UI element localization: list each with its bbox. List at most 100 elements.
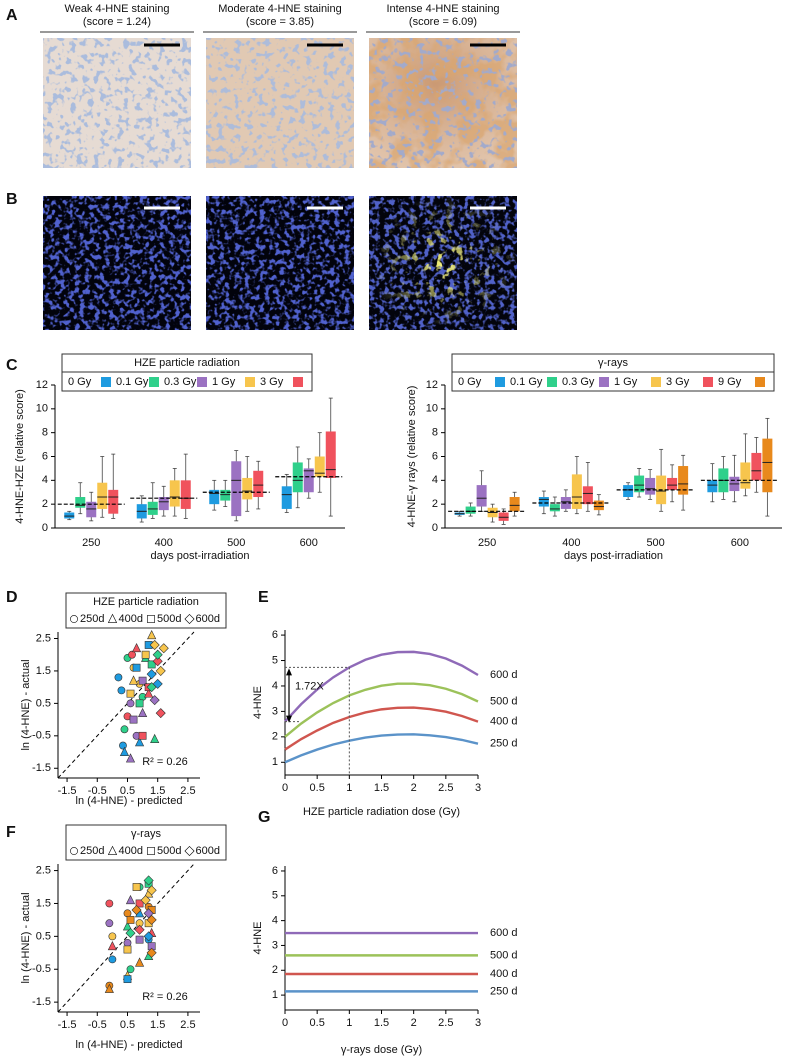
legend-label: 600d [196,613,220,625]
legend-label: 0.1 Gy [510,376,543,388]
x-axis-label: HZE particle radiation dose (Gy) [303,806,460,818]
point [123,975,132,984]
box [281,486,292,509]
legend-label: 9 Gy [718,376,742,388]
legend-label: 250d [80,845,104,857]
panel-label: G [258,809,270,826]
box [108,489,119,514]
point [146,682,157,693]
identity-line [57,863,195,1013]
if-image [369,196,517,330]
image-texture [206,196,354,330]
point [107,940,117,951]
y-tick-label: 2 [272,964,278,976]
image-texture [206,38,354,168]
box [582,486,593,505]
legend-label: 400d [119,613,143,625]
point [146,947,157,958]
panel-label: A [6,7,18,24]
legend-label: 0.3 Gy [164,376,197,388]
x-tick-label: -0.5 [88,1019,107,1031]
box [762,438,773,493]
x-tick-label: 500 [227,537,245,549]
point [126,916,135,924]
point [149,695,160,706]
point [126,699,135,708]
point [123,945,132,954]
box [549,504,560,512]
legend-symbol [184,845,195,857]
panel-label: F [6,824,16,841]
x-tick-label: 0 [282,782,288,794]
box [325,431,336,478]
series-label: 250 d [490,738,518,750]
x-tick-label: 500 [646,537,664,549]
x-axis-label: days post-irradiation [564,550,663,562]
point [131,642,142,653]
line [284,682,479,738]
legend-label: 0.3 Gy [562,376,595,388]
legend-label: 1 Gy [212,376,236,388]
point [150,733,160,743]
point [155,708,166,719]
box [180,480,191,509]
legend-label: 400d [119,845,143,857]
legend-box [65,824,227,861]
line [284,706,479,751]
box [169,480,180,507]
y-tick-label: -1.5 [32,996,51,1008]
y-tick-label: 6 [272,629,278,641]
y-tick-label: -0.5 [32,730,51,742]
y-tick-label: 1 [272,989,278,1001]
point [138,731,147,740]
y-tick-label: 8 [432,427,438,439]
point [123,909,132,918]
point [128,675,139,685]
box [220,489,231,501]
x-tick-label: 400 [562,537,580,549]
image-subtitle: (score = 3.85) [246,16,314,28]
line [284,733,479,764]
box [667,477,678,490]
box [147,501,158,515]
y-tick-label: 2 [272,731,278,743]
x-tick-label: 600 [731,537,749,549]
point [131,905,142,916]
point [128,650,136,659]
box [242,477,253,500]
x-tick-label: -0.5 [88,785,107,797]
legend-label: 0 Gy [68,376,92,388]
legend-swatch [101,377,111,387]
image-texture [369,196,517,330]
y-tick-label: 4 [272,680,278,692]
x-tick-label: 0.5 [310,1017,325,1029]
box [158,497,169,511]
image-texture [43,196,191,330]
image-title: Weak 4-HNE staining [65,3,170,15]
x-tick-label: 2.5 [180,785,195,797]
y-tick-label: 5 [272,654,278,666]
series-label: 600 d [490,669,518,681]
point [105,919,114,928]
legend-symbol [70,615,78,623]
x-tick-label: -1.5 [58,1019,77,1031]
x-tick-label: 600 [300,537,318,549]
y-tick-label: 12 [36,379,48,391]
box [75,497,86,508]
box [476,485,487,507]
y-tick-label: 10 [36,403,48,415]
x-tick-label: 0 [282,1017,288,1029]
y-tick-label: 6 [272,865,278,877]
point [138,707,148,718]
x-tick-label: 2 [411,1017,417,1029]
point [134,957,145,967]
point [138,676,147,685]
y-tick-label: 6 [42,450,48,462]
legend-symbol [147,847,155,855]
series-label: 500 d [490,695,518,707]
box [231,461,242,517]
y-tick-label: 0 [42,522,48,534]
x-tick-label: 3 [475,782,481,794]
legend-symbol [147,615,155,623]
